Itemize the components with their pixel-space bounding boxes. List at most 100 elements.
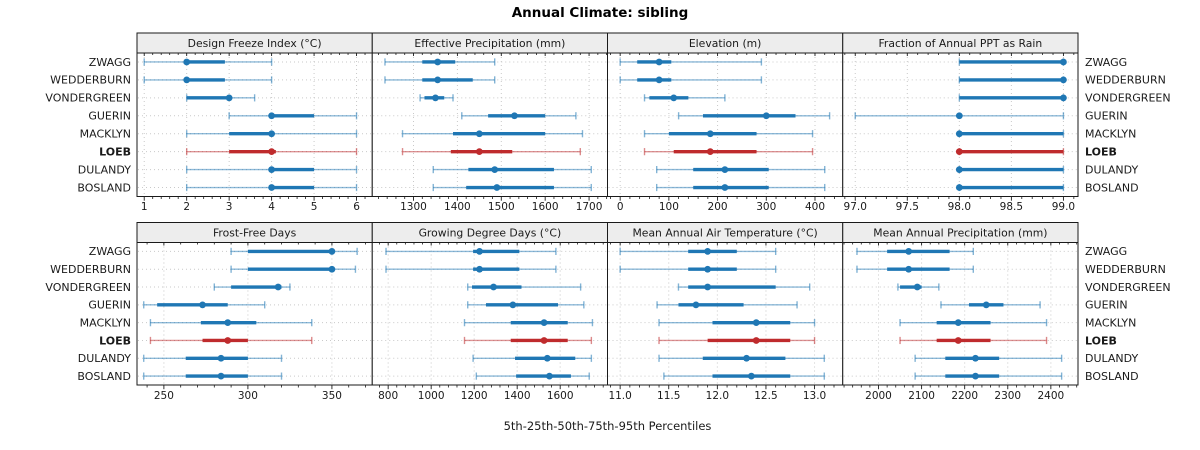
x-tick-label: 2000 xyxy=(865,390,892,402)
panel-1: Design Freeze Index (°C) 1 2 3 4 5 6 ZWAGG WEDDE… xyxy=(45,32,373,213)
x-tick-label: 1600 xyxy=(532,201,559,213)
panel-2: Effective Precipitation (mm) 1300 1400 1500… xyxy=(371,32,608,213)
strip-title: Growing Degree Days (°C) xyxy=(419,227,562,240)
x-tick-label: 1600 xyxy=(547,390,574,402)
median-dot xyxy=(655,58,663,66)
plot-background xyxy=(842,53,1078,197)
median-dot xyxy=(183,76,191,84)
x-tick-label: 2100 xyxy=(908,390,935,402)
x-tick-label: 5 xyxy=(311,201,318,213)
x-axis-caption: 5th-25th-50th-75th-95th Percentiles xyxy=(503,419,712,433)
median-dot xyxy=(328,248,336,255)
x-tick-label: 300 xyxy=(756,201,776,213)
x-tick-label: 350 xyxy=(322,390,342,402)
x-tick-label: 2 xyxy=(183,201,190,213)
strip-title: Elevation (m) xyxy=(689,37,762,50)
strip-title: Fraction of Annual PPT as Rain xyxy=(878,37,1042,50)
median-dot xyxy=(955,184,963,191)
median-dot xyxy=(955,148,963,156)
median-dot xyxy=(1060,58,1067,66)
panel-5: Frost-Free Days 250 300 350 ZWAGG WEDDERBURN V… xyxy=(45,222,373,402)
median-dot xyxy=(704,248,712,255)
site-label-left: WEDDERBURN xyxy=(50,263,131,276)
x-tick-label: 1400 xyxy=(444,201,471,213)
median-dot xyxy=(972,354,979,362)
plot-background xyxy=(137,53,373,197)
median-dot xyxy=(546,372,553,380)
site-label-right: DULANDY xyxy=(1085,352,1139,365)
median-dot xyxy=(268,130,276,138)
median-dot xyxy=(655,76,663,84)
median-dot xyxy=(268,166,276,173)
x-tick-label: 1200 xyxy=(461,390,488,402)
median-dot xyxy=(747,372,755,380)
site-label-left: DULANDY xyxy=(78,163,132,176)
strip-title: Mean Annual Air Temperature (°C) xyxy=(632,227,817,240)
site-label-right: VONDERGREEN xyxy=(1085,92,1171,105)
median-dot xyxy=(268,112,276,120)
x-tick-label: 11.0 xyxy=(608,390,631,402)
median-dot xyxy=(540,319,548,327)
site-label-left: MACKLYN xyxy=(80,316,131,329)
x-tick-label: 4 xyxy=(268,201,275,213)
site-label-left: LOEB xyxy=(99,145,131,158)
median-dot xyxy=(475,130,483,138)
plot-background xyxy=(137,242,373,385)
median-dot xyxy=(434,76,442,84)
site-label-right: GUERIN xyxy=(1085,110,1128,123)
x-tick-label: 1 xyxy=(141,201,148,213)
median-dot xyxy=(476,248,483,255)
x-tick-label: 97.5 xyxy=(896,201,919,213)
strip-title: Design Freeze Index (°C) xyxy=(188,37,322,50)
site-label-left: VONDERGREEN xyxy=(45,92,131,105)
x-tick-label: 11.5 xyxy=(657,390,680,402)
median-dot xyxy=(434,58,442,66)
median-dot xyxy=(217,372,225,380)
site-label-right: LOEB xyxy=(1085,334,1117,347)
median-dot xyxy=(743,354,750,362)
median-dot xyxy=(913,283,921,291)
median-dot xyxy=(491,166,499,173)
site-label-right: ZWAGG xyxy=(1085,245,1127,258)
site-label-right: ZWAGG xyxy=(1085,56,1127,69)
x-tick-label: 0 xyxy=(617,201,624,213)
median-dot xyxy=(225,94,233,102)
median-dot xyxy=(509,301,517,309)
x-tick-label: 200 xyxy=(708,201,728,213)
median-dot xyxy=(706,148,714,156)
median-dot xyxy=(721,184,729,191)
plot-background xyxy=(607,53,843,197)
x-tick-label: 13.0 xyxy=(803,390,826,402)
median-dot xyxy=(752,319,760,327)
plot-background xyxy=(372,53,608,197)
median-dot xyxy=(955,112,963,120)
x-tick-label: 400 xyxy=(805,201,825,213)
median-dot xyxy=(972,372,979,380)
x-tick-label: 97.0 xyxy=(844,201,867,213)
site-label-left: GUERIN xyxy=(88,299,131,312)
median-dot xyxy=(183,58,191,66)
site-label-left: GUERIN xyxy=(88,110,131,123)
median-dot xyxy=(268,148,276,156)
x-tick-label: 1000 xyxy=(418,390,445,402)
site-label-right: MACKLYN xyxy=(1085,316,1136,329)
median-dot xyxy=(955,166,963,173)
median-dot xyxy=(704,283,712,291)
median-dot xyxy=(955,130,963,138)
median-dot xyxy=(224,319,232,327)
site-label-left: WEDDERBURN xyxy=(50,74,131,87)
median-dot xyxy=(199,301,206,309)
strip-title: Mean Annual Precipitation (mm) xyxy=(873,227,1047,240)
median-dot xyxy=(670,94,678,102)
x-tick-label: 3 xyxy=(226,201,233,213)
x-tick-label: 300 xyxy=(238,390,258,402)
median-dot xyxy=(217,354,225,362)
median-dot xyxy=(692,301,700,309)
site-label-left: VONDERGREEN xyxy=(45,281,131,294)
panel-4: Fraction of Annual PPT as Rain 97.0 97.5 98… xyxy=(842,32,1171,213)
plot-frame xyxy=(842,242,1079,386)
median-dot xyxy=(954,319,962,327)
site-label-left: ZWAGG xyxy=(89,56,131,69)
